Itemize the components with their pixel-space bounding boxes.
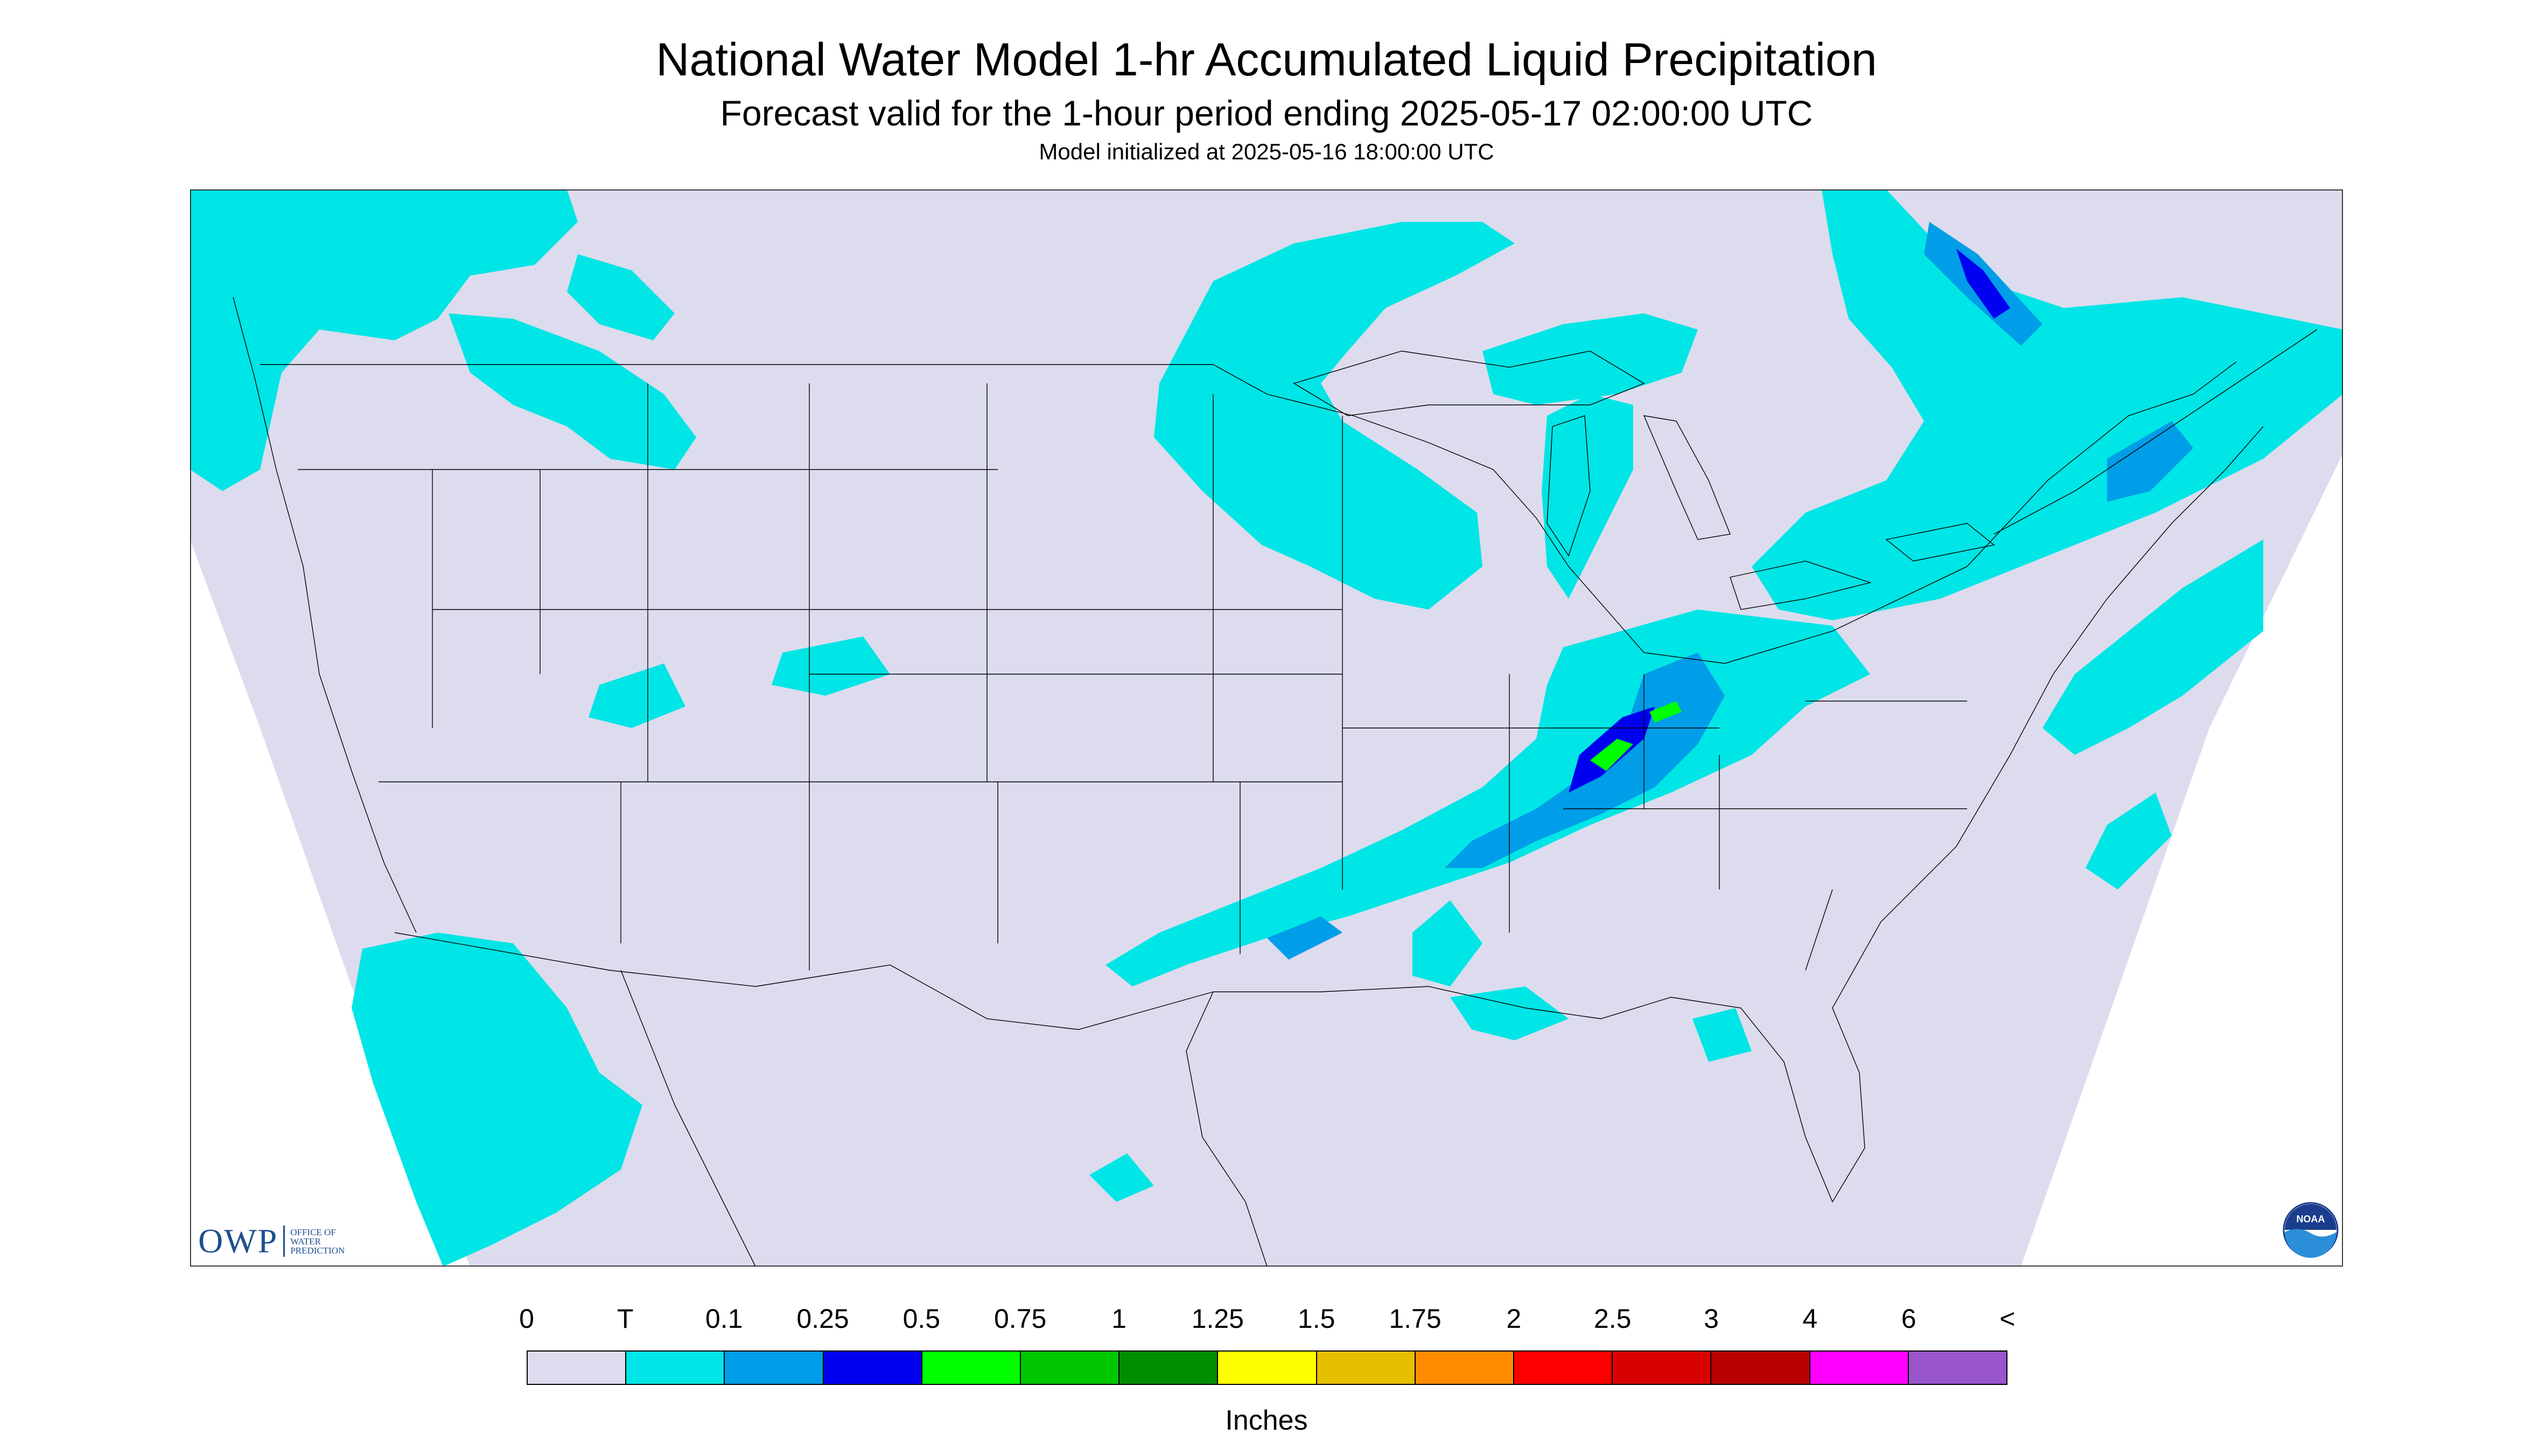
map-subtitle: Forecast valid for the 1-hour period end… <box>720 93 1813 133</box>
legend-tick-label: 3 <box>1704 1304 1719 1334</box>
legend-tick-label: T <box>617 1304 634 1334</box>
legend-swatch <box>725 1352 824 1384</box>
owp-sub-line-1: OFFICE OF <box>290 1227 336 1237</box>
precip-mexico <box>1089 1153 1154 1202</box>
legend-swatch <box>1711 1352 1810 1384</box>
legend-tick-label: 1.5 <box>1297 1304 1335 1334</box>
owp-logo-divider <box>283 1226 285 1257</box>
precip-gulf-coast <box>1450 986 1569 1040</box>
precip-offshore-atlantic <box>2086 793 2172 890</box>
precip-great-lakes-swirl <box>1154 222 1515 610</box>
state-boundaries <box>298 383 1967 971</box>
precipitation-map <box>190 190 2343 1266</box>
legend-tick-label: 0.25 <box>796 1304 849 1334</box>
precip-pacific-southwest <box>352 933 642 1266</box>
precip-pacific-northwest <box>190 190 578 491</box>
great-lakes-outline <box>1293 351 1995 610</box>
pacific-coastline <box>233 297 417 933</box>
precip-idaho-montana <box>567 254 675 340</box>
legend-swatch <box>1317 1352 1416 1384</box>
legend-tick-label: 0 <box>519 1304 534 1334</box>
legend-tick-label: 1.75 <box>1389 1304 1442 1334</box>
precip-louisiana <box>1412 900 1482 986</box>
boundary-lines <box>233 297 2318 1266</box>
legend-tick-label: 1 <box>1111 1304 1126 1334</box>
precip-atlantic-coast <box>2042 540 2263 755</box>
precip-northern-ontario <box>1482 313 1698 405</box>
precip-northern-rockies <box>449 313 696 470</box>
noaa-logo-text: NOAA <box>2297 1214 2325 1224</box>
legend-swatch <box>626 1352 725 1384</box>
legend-tick-label: < <box>1999 1304 2016 1334</box>
legend-swatch <box>1810 1352 1909 1384</box>
saint-lawrence-river <box>1993 329 2318 535</box>
precip-quebec-heavy <box>1956 249 2010 319</box>
legend-tick-label: 0.1 <box>705 1304 743 1334</box>
noaa-logo-icon: NOAA <box>2283 1202 2339 1258</box>
legend-tick-label: 4 <box>1802 1304 1818 1334</box>
legend-swatch <box>1218 1352 1317 1384</box>
legend-swatch <box>823 1352 922 1384</box>
owp-logo: OWP OFFICE OF WATER PREDICTION <box>198 1221 345 1261</box>
legend-swatch <box>1021 1352 1120 1384</box>
precip-lower-michigan <box>1542 394 1633 599</box>
precip-colorado-scatter <box>772 636 890 696</box>
model-init-time: Model initialized at 2025-05-16 18:00:00… <box>1039 139 1494 164</box>
gulf-coastline <box>1213 426 2264 1203</box>
legend-tick-label: 0.75 <box>993 1304 1047 1334</box>
legend-swatch <box>1514 1352 1613 1384</box>
precip-new-england-medium <box>2107 421 2193 502</box>
legend-swatch <box>1415 1352 1515 1384</box>
legend-tick-label: 0.5 <box>902 1304 941 1334</box>
precip-texas-medium <box>1267 916 1342 960</box>
precip-rockies-scatter <box>589 663 685 728</box>
mexico-coastline <box>620 970 1268 1266</box>
owp-sub-line-2: WATER <box>290 1236 321 1247</box>
precip-core-heavy-2 <box>1649 701 1682 723</box>
legend-tick-label: 6 <box>1901 1304 1916 1334</box>
legend-swatch <box>528 1352 627 1384</box>
legend-swatch <box>1119 1352 1219 1384</box>
us-mexico-border <box>394 932 1214 1030</box>
precipitation-field <box>190 190 2343 1266</box>
legend-tick-label: 2 <box>1506 1304 1522 1334</box>
map-canvas <box>190 190 2343 1266</box>
owp-sub-line-3: PREDICTION <box>290 1245 345 1256</box>
legend-tick-label: 2.5 <box>1593 1304 1632 1334</box>
legend-swatch <box>1908 1352 2007 1384</box>
legend-swatch <box>1613 1352 1712 1384</box>
canada-us-border <box>260 361 2237 664</box>
model-domain <box>190 190 2343 1266</box>
precip-southeast-canada <box>1752 190 2343 620</box>
legend-units: Inches <box>1225 1405 1308 1436</box>
owp-logo-subtitle: OFFICE OF WATER PREDICTION <box>290 1228 345 1255</box>
owp-logo-text: OWP <box>198 1222 278 1260</box>
map-title: National Water Model 1-hr Accumulated Li… <box>656 34 1877 86</box>
precip-core-heavy <box>1590 739 1633 771</box>
precip-florida-gulf <box>1692 1008 1752 1062</box>
color-legend <box>527 1350 2007 1385</box>
legend-swatch <box>922 1352 1021 1384</box>
legend-tick-label: 1.25 <box>1191 1304 1244 1334</box>
